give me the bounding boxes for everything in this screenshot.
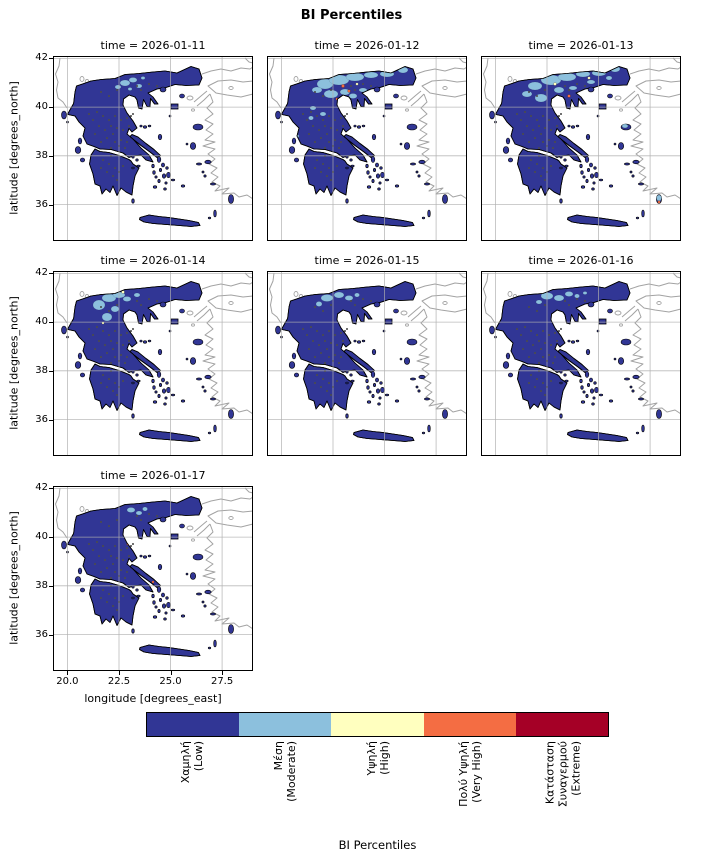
y-tick-label: 42 xyxy=(35,52,48,64)
x-tick-label: 22.5 xyxy=(107,676,131,687)
y-tick-label: 36 xyxy=(35,413,48,425)
y-tick-mark xyxy=(49,586,53,587)
map-panel-2026-01-17: time = 2026-01-17 42 40 38 36 latitude [degre… xyxy=(8,469,253,705)
x-tick-label: 20.0 xyxy=(56,676,79,687)
y-tick-label: 42 xyxy=(35,482,48,494)
x-tick-label: 25.0 xyxy=(159,676,182,687)
y-tick-mark xyxy=(49,635,53,636)
y-tick-label: 40 xyxy=(35,316,48,328)
panel-title: time = 2026-01-14 xyxy=(100,254,206,267)
y-tick-mark xyxy=(49,107,53,108)
panel-title: time = 2026-01-11 xyxy=(100,39,206,52)
colorbar-tick-label-low: Χαμηλή (Low) xyxy=(179,741,206,784)
greece-map xyxy=(267,56,467,241)
panel-title: time = 2026-01-13 xyxy=(528,39,634,52)
colorbar xyxy=(146,712,609,737)
panel-title: time = 2026-01-16 xyxy=(528,254,634,267)
y-tick-mark xyxy=(49,58,53,59)
colorbar-axis-label: BI Percentiles xyxy=(338,838,417,852)
greece-map xyxy=(53,486,253,671)
colorbar-tick-label-high: Υψηλή (High) xyxy=(364,741,391,776)
colorbar-segment-high xyxy=(331,713,424,736)
colorbar-tick-label-moderate: Μέση (Moderate) xyxy=(271,741,298,802)
y-tick-mark xyxy=(49,371,53,372)
greece-map xyxy=(53,56,253,241)
x-tick-mark xyxy=(67,671,68,675)
map-panel-2026-01-14: time = 2026-01-14 42 40 38 36 latitude [degre… xyxy=(8,254,253,456)
y-tick-mark xyxy=(49,420,53,421)
x-tick-label: 27.5 xyxy=(210,676,234,687)
y-tick-label: 40 xyxy=(35,531,48,543)
x-tick-mark xyxy=(222,671,223,675)
map-panel-2026-01-11: time = 2026-01-11 42 40 38 36 latitude [degre… xyxy=(8,39,253,241)
y-tick-mark xyxy=(49,273,53,274)
y-tick-label: 38 xyxy=(35,579,48,591)
greece-map xyxy=(267,271,467,456)
greece-map xyxy=(53,271,253,456)
panel-title: time = 2026-01-12 xyxy=(314,39,420,52)
colorbar-segment-very_high xyxy=(423,713,516,736)
map-panel-2026-01-13: time = 2026-01-13 xyxy=(481,39,681,241)
greece-map xyxy=(481,271,681,456)
x-tick-mark xyxy=(119,671,120,675)
greece-map xyxy=(481,56,681,241)
y-tick-mark xyxy=(49,488,53,489)
y-tick-label: 36 xyxy=(35,198,48,210)
colorbar-segment-low xyxy=(147,713,240,736)
map-panel-2026-01-15: time = 2026-01-15 xyxy=(267,254,467,456)
y-tick-mark xyxy=(49,205,53,206)
x-tick-mark xyxy=(171,671,172,675)
y-tick-mark xyxy=(49,537,53,538)
y-tick-label: 38 xyxy=(35,149,48,161)
map-panel-2026-01-12: time = 2026-01-12 xyxy=(267,39,467,241)
y-tick-mark xyxy=(49,156,53,157)
y-tick-label: 38 xyxy=(35,364,48,376)
y-tick-label: 40 xyxy=(35,101,48,113)
y-axis-label: latitude [degrees_north] xyxy=(7,296,21,430)
map-panel-2026-01-16: time = 2026-01-16 xyxy=(481,254,681,456)
colorbar-segment-extreme xyxy=(515,713,609,736)
x-axis-label: longitude [degrees_east] xyxy=(84,692,222,705)
y-tick-mark xyxy=(49,322,53,323)
y-axis-label: latitude [degrees_north] xyxy=(7,511,21,645)
panel-title: time = 2026-01-17 xyxy=(100,469,206,482)
colorbar-segment-moderate xyxy=(239,713,332,736)
colorbar-tick-label-extreme: Κατάσταση Συναγερμού (Extreme) xyxy=(543,741,583,808)
y-tick-label: 42 xyxy=(35,267,48,279)
figure-title: BI Percentiles xyxy=(300,8,403,23)
y-tick-label: 36 xyxy=(35,628,48,640)
y-axis-label: latitude [degrees_north] xyxy=(7,81,21,215)
panel-title: time = 2026-01-15 xyxy=(314,254,420,267)
colorbar-tick-label-very_high: Πολύ Υψηλή (Very High) xyxy=(457,741,484,807)
